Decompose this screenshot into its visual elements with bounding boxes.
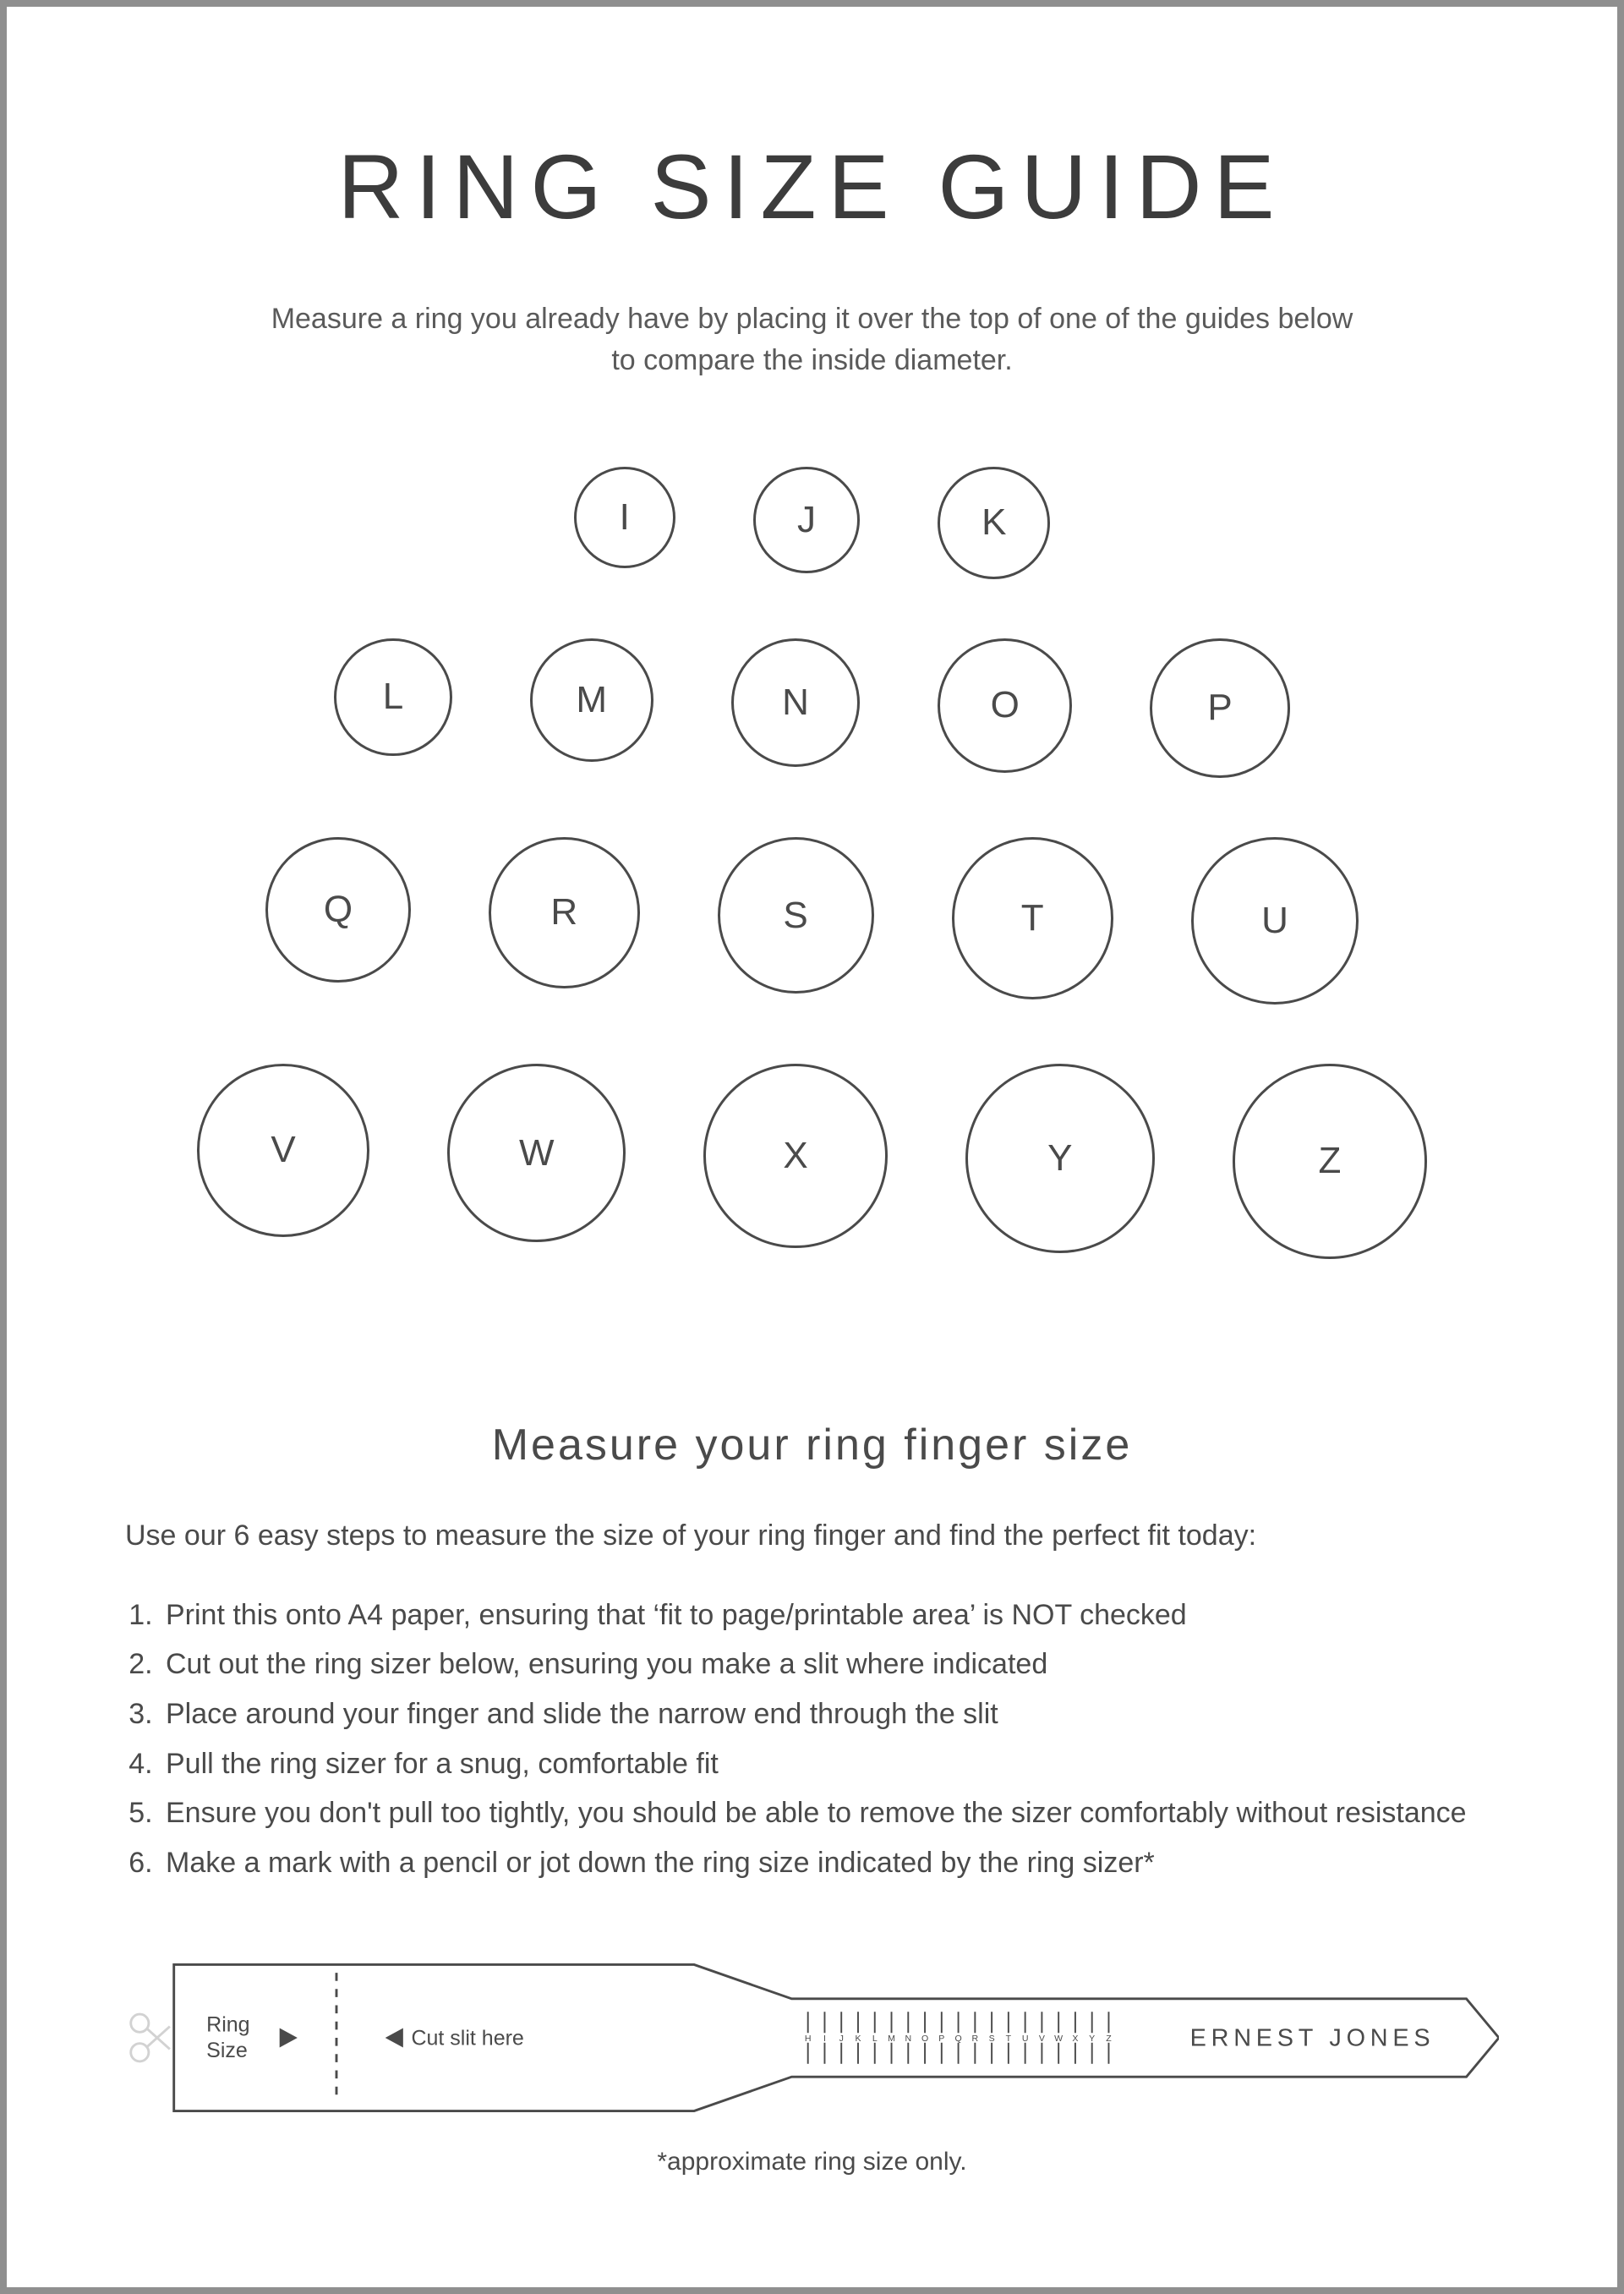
sizer-label-ring: Ring xyxy=(206,2012,249,2036)
ring-row: LMNOP xyxy=(334,638,1290,779)
page: RING SIZE GUIDE Measure a ring you alrea… xyxy=(0,0,1624,2294)
ring-size-x: X xyxy=(703,1064,888,1248)
ring-size-k: K xyxy=(938,467,1050,579)
svg-text:H: H xyxy=(805,2034,812,2044)
ring-size-z: Z xyxy=(1233,1064,1428,1259)
ring-size-s: S xyxy=(718,837,874,994)
svg-text:V: V xyxy=(1039,2034,1045,2044)
ring-size-u: U xyxy=(1191,837,1359,1005)
svg-text:Y: Y xyxy=(1089,2034,1095,2044)
ring-size-n: N xyxy=(731,638,861,768)
svg-text:S: S xyxy=(989,2034,995,2044)
section-title: Measure your ring finger size xyxy=(125,1420,1499,1470)
triangle-right-icon xyxy=(280,2028,298,2047)
svg-text:X: X xyxy=(1072,2034,1078,2044)
page-title: RING SIZE GUIDE xyxy=(125,134,1499,239)
sizer-scale: H I J K LMNOPQ RS TUVWX Y Z xyxy=(805,2012,1112,2064)
triangle-left-icon xyxy=(385,2028,403,2047)
step-3: Place around your finger and slide the n… xyxy=(161,1692,1499,1737)
svg-text:M: M xyxy=(888,2034,895,2044)
steps-list: Print this onto A4 paper, ensuring that … xyxy=(125,1593,1499,1886)
ring-size-j: J xyxy=(753,467,861,574)
svg-text:U: U xyxy=(1022,2034,1029,2044)
svg-text:Z: Z xyxy=(1106,2034,1112,2044)
svg-text:J: J xyxy=(839,2034,844,2044)
ring-size-grid: IJK LMNOP QRSTU VWXYZ xyxy=(125,467,1499,1259)
sizer-brand: ERNEST JONES xyxy=(1190,2024,1435,2051)
svg-text:P: P xyxy=(938,2034,944,2044)
step-2: Cut out the ring sizer below, ensuring y… xyxy=(161,1642,1499,1687)
ring-row: VWXYZ xyxy=(197,1064,1428,1259)
footnote: *approximate ring size only. xyxy=(125,2148,1499,2176)
ring-size-r: R xyxy=(489,837,640,988)
ring-sizer-strip: Ring Size Cut slit here H I J K LMNOPQ RS TUVWX Y Z… xyxy=(125,1962,1499,2114)
ring-size-w: W xyxy=(447,1064,626,1242)
ring-size-q: Q xyxy=(265,837,411,983)
svg-text:I: I xyxy=(823,2034,826,2044)
ring-size-o: O xyxy=(938,638,1072,773)
ring-row: QRSTU xyxy=(265,837,1359,1005)
svg-text:W: W xyxy=(1054,2034,1063,2044)
svg-text:Q: Q xyxy=(954,2034,961,2044)
svg-text:L: L xyxy=(872,2034,878,2044)
ring-size-l: L xyxy=(334,638,452,757)
svg-text:T: T xyxy=(1006,2034,1012,2044)
ring-size-i: I xyxy=(574,467,675,568)
svg-text:K: K xyxy=(855,2034,861,2044)
svg-text:O: O xyxy=(921,2034,928,2044)
ring-size-y: Y xyxy=(965,1064,1155,1253)
scissors-icon xyxy=(131,2014,170,2061)
svg-text:R: R xyxy=(972,2034,979,2044)
ring-size-p: P xyxy=(1150,638,1290,779)
subtitle: Measure a ring you already have by placi… xyxy=(263,298,1362,382)
ring-sizer-svg: Ring Size Cut slit here H I J K LMNOPQ RS TUVWX Y Z… xyxy=(125,1962,1499,2114)
ring-size-t: T xyxy=(952,837,1114,999)
ring-size-m: M xyxy=(530,638,653,762)
sizer-label-size: Size xyxy=(206,2039,248,2062)
ring-row: IJK xyxy=(574,467,1051,579)
step-5: Ensure you don't pull too tightly, you s… xyxy=(161,1791,1499,1836)
step-1: Print this onto A4 paper, ensuring that … xyxy=(161,1593,1499,1638)
ring-size-v: V xyxy=(197,1064,370,1237)
step-4: Pull the ring sizer for a snug, comforta… xyxy=(161,1742,1499,1787)
sizer-cut-slit-label: Cut slit here xyxy=(411,2026,523,2050)
steps-intro: Use our 6 easy steps to measure the size… xyxy=(125,1519,1499,1552)
svg-text:N: N xyxy=(905,2034,911,2044)
step-6: Make a mark with a pencil or jot down th… xyxy=(161,1841,1499,1886)
